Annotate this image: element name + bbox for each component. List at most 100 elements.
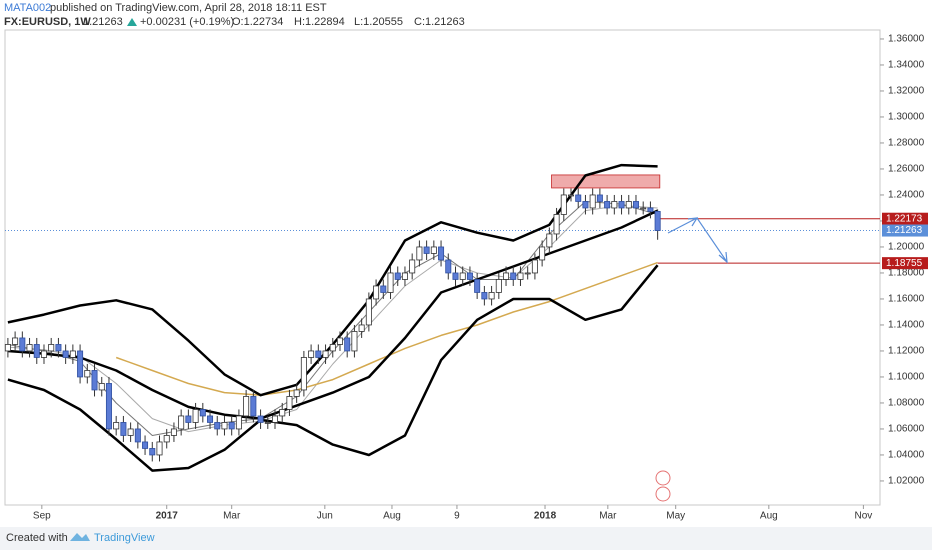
candle-body	[286, 396, 293, 410]
candle-body	[134, 428, 141, 443]
candle-body	[62, 350, 69, 358]
candle-body	[618, 201, 625, 209]
candle-body	[127, 428, 134, 436]
plot	[4, 163, 880, 472]
x-tick-label: Aug	[383, 511, 401, 522]
candle-body	[170, 428, 177, 436]
candle-body	[445, 259, 452, 274]
y-tick-label: 1.30000	[888, 112, 925, 123]
candle-body	[272, 415, 279, 423]
y-tick-label: 1.32000	[888, 86, 925, 97]
candle-body	[149, 448, 156, 456]
symbol: FX:EURUSD, 1W	[4, 16, 91, 28]
indicator-line	[7, 163, 658, 397]
event-icon[interactable]	[655, 486, 671, 502]
candle-body	[315, 350, 322, 358]
candle-body	[214, 422, 221, 430]
candle-body	[279, 409, 286, 417]
x-tick-label: Jun	[317, 511, 333, 522]
candle-body	[394, 272, 401, 280]
close: C:1.21263	[414, 16, 465, 28]
candle-body	[387, 272, 394, 293]
candle-body	[640, 207, 647, 210]
candle-body	[308, 350, 315, 358]
candle-body	[235, 415, 242, 430]
indicator-line	[115, 261, 658, 396]
candle-body	[380, 285, 387, 293]
brand[interactable]: TradingView	[94, 532, 155, 544]
candle-body	[560, 194, 567, 215]
candle-body	[358, 324, 365, 332]
footer-bar	[0, 527, 932, 550]
x-tick-label: Aug	[760, 511, 778, 522]
x-tick-label: Mar	[599, 511, 617, 522]
high: H:1.22894	[294, 16, 345, 28]
y-tick-label: 1.02000	[888, 476, 925, 487]
candle-body	[596, 194, 603, 202]
candle-body	[488, 292, 495, 300]
price-label: 1.22173	[886, 213, 923, 224]
candle-body	[539, 246, 546, 261]
event-icon[interactable]	[655, 470, 671, 486]
candle-body	[221, 422, 228, 430]
candle-body	[625, 201, 632, 209]
candle-body	[632, 201, 639, 209]
y-tick-label: 1.10000	[888, 372, 925, 383]
candle-body	[4, 344, 11, 352]
candle-body	[647, 207, 654, 212]
candle-body	[77, 350, 84, 378]
change: +0.00231 (+0.19%)	[140, 16, 234, 28]
candle-body	[416, 246, 423, 261]
candle-body	[430, 246, 437, 254]
y-tick-label: 1.36000	[888, 34, 925, 45]
y-tick-label: 1.12000	[888, 346, 925, 357]
candle-body	[55, 344, 62, 352]
y-tick-label: 1.18000	[888, 268, 925, 279]
candle-body	[654, 211, 661, 231]
candle-body	[163, 435, 170, 443]
candle-body	[611, 201, 618, 209]
author[interactable]: MATA002	[4, 2, 51, 14]
price-label: 1.18755	[886, 258, 923, 269]
x-tick-label: 2018	[534, 511, 557, 522]
candle-body	[344, 337, 351, 352]
resistance-zone	[551, 174, 661, 189]
x-tick-label: Mar	[223, 511, 241, 522]
candle-body	[582, 201, 589, 209]
candle-body	[207, 415, 214, 423]
x-tick-label: 2017	[156, 511, 179, 522]
x-tick-label: Nov	[854, 511, 872, 522]
candle-body	[510, 272, 517, 280]
candle-body	[185, 415, 192, 423]
candle-body	[91, 370, 98, 391]
y-tick-label: 1.08000	[888, 398, 925, 409]
candle-body	[365, 298, 372, 326]
published: published on TradingView.com, April 28, …	[50, 2, 327, 14]
candle-body	[517, 272, 524, 280]
candle-body	[192, 409, 199, 423]
candle-body	[546, 233, 553, 248]
x-tick-label: May	[666, 511, 685, 522]
indicator-line	[7, 209, 659, 420]
candle-body	[373, 285, 380, 300]
candle-body	[300, 357, 307, 391]
low: L:1.20555	[354, 16, 403, 28]
price-label-box	[882, 212, 928, 225]
candle-body	[264, 422, 271, 424]
y-tick-label: 1.16000	[888, 294, 925, 305]
candle-body	[322, 350, 329, 358]
candle-body	[19, 337, 26, 352]
candle-body	[531, 259, 538, 274]
candle-body	[409, 259, 416, 274]
candle-body	[142, 441, 149, 449]
candle-body	[250, 396, 257, 417]
candle-body	[293, 389, 300, 397]
price-label: 1.21263	[886, 225, 923, 236]
y-tick-label: 1.20000	[888, 242, 925, 253]
candle-body	[105, 383, 112, 430]
candle-body	[459, 272, 466, 280]
candle-body	[33, 344, 40, 358]
candle-body	[243, 396, 250, 417]
logo	[70, 533, 90, 541]
